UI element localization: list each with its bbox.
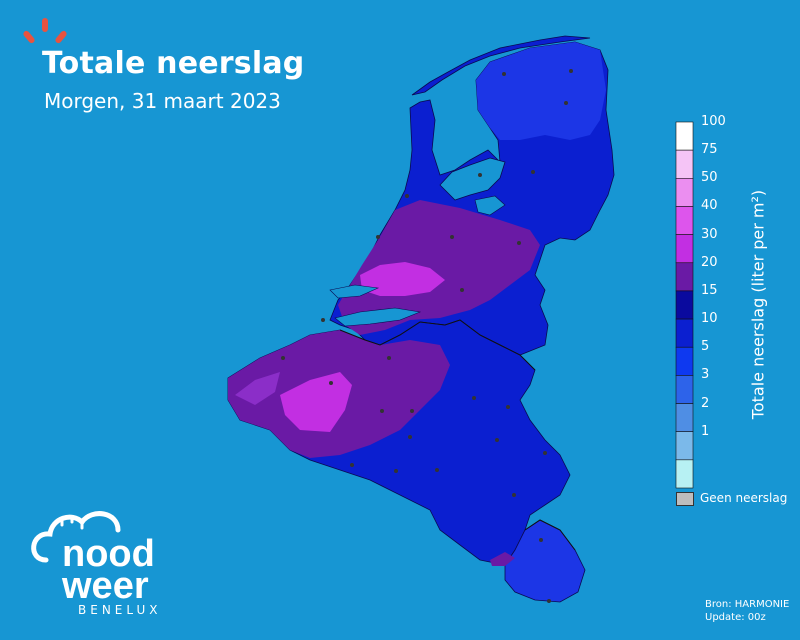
noodweer-cloud-logo (31, 511, 121, 563)
no-precip-label: Geen neerslag (700, 491, 788, 505)
central-purple-zone (338, 200, 540, 335)
border-be-lu (524, 519, 576, 551)
luxembourg-purple-spot (490, 552, 515, 566)
westerschelde (334, 307, 422, 327)
legend-tick-label: 1 (701, 423, 710, 439)
markermeer (474, 195, 506, 216)
legend-tick-label: 50 (701, 170, 718, 186)
logo-sun-icon (23, 18, 67, 44)
legend-tick-label: 100 (701, 114, 726, 129)
border-nl-be (339, 319, 536, 371)
logo-word-weer: weer (61, 565, 149, 607)
legend-swatch (675, 121, 694, 151)
legend-title: Totale neerslag (liter per m²) (748, 189, 768, 420)
legend-tick-label: 15 (701, 282, 718, 298)
legend-tick-label: 75 (701, 142, 718, 158)
legend-swatch (675, 290, 694, 320)
legend-swatch (675, 346, 694, 376)
legend-tick-label: 40 (701, 198, 718, 214)
data-source: Bron: HARMONIE Update: 00z (705, 598, 789, 624)
legend-swatch (675, 403, 694, 432)
legend-swatch (675, 431, 694, 461)
legend-tick-label: 3 (701, 367, 710, 383)
heavy-precip-zone-be (280, 372, 352, 432)
logo-word-benelux: BENELUX (78, 603, 162, 617)
ijsselmeer (439, 157, 506, 201)
legend-swatch (675, 375, 694, 404)
heavy-precip-zone-be-2 (235, 372, 280, 405)
precip-map (227, 35, 615, 603)
source-update: Update: 00z (705, 612, 766, 623)
city-markers (281, 69, 573, 603)
legend-tick-label: 20 (701, 254, 718, 270)
legend-swatch (675, 178, 694, 207)
legend-tick-label: 10 (701, 311, 718, 327)
legend-colorbar (675, 121, 694, 489)
legend-tick-label: 2 (701, 395, 710, 411)
legend-tick-label: 30 (701, 226, 718, 242)
legend-swatch (675, 149, 694, 179)
legend-swatch (675, 318, 694, 348)
source-model: Bron: HARMONIE (705, 599, 790, 610)
logo-word-nood: nood (62, 533, 155, 575)
legend-swatch (675, 206, 694, 235)
no-precip-swatch (676, 492, 694, 506)
wadden-islands (411, 35, 591, 96)
legend-swatch (675, 262, 694, 292)
legend-tick-label: 5 (701, 339, 710, 355)
legend-swatch (675, 234, 694, 264)
map-title: Totale neerslag (42, 46, 305, 81)
map-subtitle: Morgen, 31 maart 2023 (44, 89, 281, 113)
heavy-precip-zone-nl (360, 262, 445, 296)
legend-swatch (675, 459, 694, 489)
north-netherlands-zone (476, 42, 606, 140)
oosterschelde (329, 284, 380, 299)
